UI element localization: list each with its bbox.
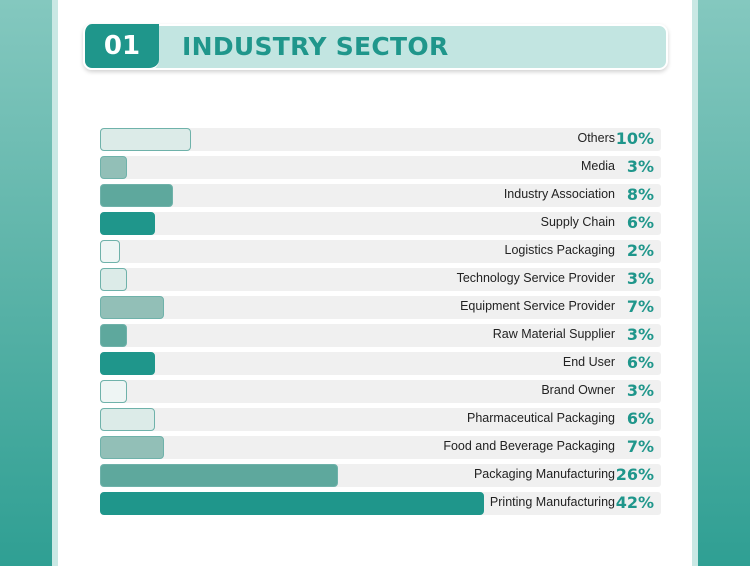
- left-decorative-strip: [52, 0, 58, 566]
- category-label: Logistics Packaging: [504, 243, 615, 257]
- chart-bar: [100, 436, 164, 459]
- category-label: Technology Service Provider: [456, 271, 615, 285]
- value-label: 2%: [626, 241, 654, 260]
- section-header: 01 INDUSTRY SECTOR: [83, 24, 668, 70]
- chart-row: Industry Association 8%: [100, 184, 661, 207]
- value-label: 26%: [615, 465, 654, 484]
- chart-bar: [100, 296, 164, 319]
- value-label: 6%: [626, 353, 654, 372]
- chart-bar: [100, 380, 128, 403]
- chart-row: Printing Manufacturing 42%: [100, 492, 661, 515]
- chart-row: End User 6%: [100, 352, 661, 375]
- chart-bar: [100, 240, 120, 263]
- category-label: Pharmaceutical Packaging: [467, 411, 615, 425]
- category-label: End User: [562, 355, 615, 369]
- section-title: INDUSTRY SECTOR: [182, 32, 449, 61]
- value-label: 8%: [626, 185, 654, 204]
- chart-bar: [100, 184, 174, 207]
- category-label: Food and Beverage Packaging: [443, 439, 615, 453]
- category-label: Others: [577, 131, 615, 145]
- chart-bar: [100, 324, 128, 347]
- chart-bar: [100, 268, 128, 291]
- chart-bar: [100, 156, 128, 179]
- chart-bar: [100, 464, 338, 487]
- chart-row: Packaging Manufacturing 26%: [100, 464, 661, 487]
- category-label: Brand Owner: [541, 383, 615, 397]
- category-label: Raw Material Supplier: [492, 327, 615, 341]
- chart-bar: [100, 128, 192, 151]
- value-label: 10%: [615, 129, 654, 148]
- category-label: Media: [580, 159, 615, 173]
- chart-row: Pharmaceutical Packaging 6%: [100, 408, 661, 431]
- section-number: 01: [83, 24, 159, 70]
- chart-row: Food and Beverage Packaging 7%: [100, 436, 661, 459]
- chart-row: Brand Owner 3%: [100, 380, 661, 403]
- chart-row: Supply Chain 6%: [100, 212, 661, 235]
- value-label: 6%: [626, 409, 654, 428]
- value-label: 7%: [626, 437, 654, 456]
- chart-row: Equipment Service Provider 7%: [100, 296, 661, 319]
- left-decorative-band: [0, 0, 52, 566]
- category-label: Supply Chain: [540, 215, 615, 229]
- category-label: Printing Manufacturing: [489, 495, 615, 509]
- chart-bar: [100, 212, 155, 235]
- chart-bar: [100, 492, 484, 515]
- chart-row: Others 10%: [100, 128, 661, 151]
- right-decorative-band: [698, 0, 750, 566]
- category-label: Equipment Service Provider: [460, 299, 615, 313]
- chart-bar: [100, 408, 155, 431]
- industry-sector-bar-chart: Others 10% Media 3% Industry Association 8% Su…: [100, 128, 661, 520]
- value-label: 3%: [626, 269, 654, 288]
- value-label: 7%: [626, 297, 654, 316]
- chart-bar: [100, 352, 155, 375]
- value-label: 3%: [626, 325, 654, 344]
- category-label: Packaging Manufacturing: [473, 467, 615, 481]
- value-label: 6%: [626, 213, 654, 232]
- value-label: 3%: [626, 157, 654, 176]
- value-label: 3%: [626, 381, 654, 400]
- chart-row: Raw Material Supplier 3%: [100, 324, 661, 347]
- right-decorative-strip: [692, 0, 698, 566]
- chart-row: Logistics Packaging 2%: [100, 240, 661, 263]
- chart-row: Technology Service Provider 3%: [100, 268, 661, 291]
- value-label: 42%: [615, 493, 654, 512]
- chart-row: Media 3%: [100, 156, 661, 179]
- category-label: Industry Association: [503, 187, 615, 201]
